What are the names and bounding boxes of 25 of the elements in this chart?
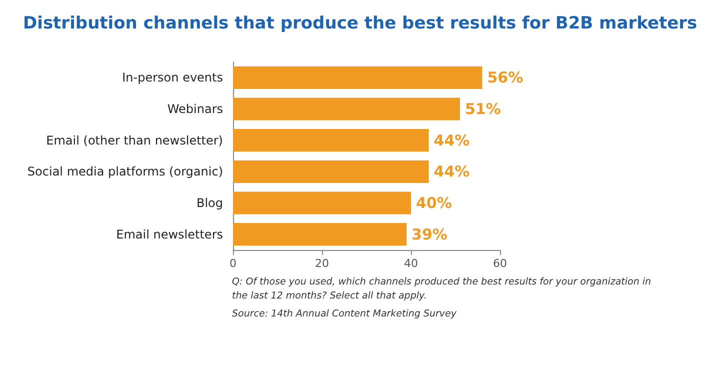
y-tick-label: Webinars bbox=[167, 102, 223, 116]
source-note: Source: 14th Annual Content Marketing Survey bbox=[232, 308, 457, 320]
data-label: 39% bbox=[412, 225, 448, 244]
data-label: 44% bbox=[434, 162, 470, 181]
bar bbox=[233, 66, 482, 89]
x-tick-label: 0 bbox=[230, 257, 236, 270]
x-tick-label: 20 bbox=[315, 257, 329, 270]
bar bbox=[233, 192, 411, 214]
data-label: 51% bbox=[464, 100, 501, 118]
data-label: 40% bbox=[416, 194, 452, 212]
y-tick-label: Email (other than newsletter) bbox=[46, 133, 223, 148]
bar bbox=[233, 129, 429, 152]
y-tick-label: Blog bbox=[196, 196, 223, 210]
data-label: 56% bbox=[487, 68, 524, 87]
x-tick-label: 40 bbox=[404, 257, 418, 270]
chart-title: Distribution channels that produce the best results for B2B marketers bbox=[23, 14, 698, 34]
x-tick-label: 60 bbox=[493, 257, 507, 270]
data-label: 44% bbox=[434, 131, 470, 150]
bar bbox=[233, 98, 460, 120]
bar bbox=[233, 160, 429, 183]
y-tick-label: In-person events bbox=[122, 70, 223, 85]
text: Q: Of those you used, which channels produced the best results for your organization in the last 12 months? Select all that apply. bbox=[232, 276, 654, 302]
y-tick-label: Social media platforms (organic) bbox=[27, 164, 223, 179]
y-tick-label: Email newsletters bbox=[116, 227, 223, 242]
bar bbox=[233, 223, 407, 246]
